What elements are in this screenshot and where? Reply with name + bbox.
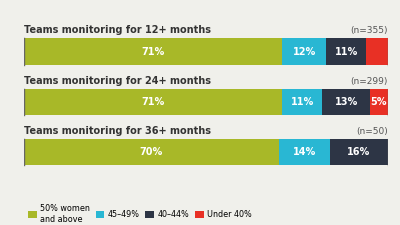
Text: 11%: 11% xyxy=(291,97,314,107)
Bar xyxy=(24,38,282,65)
Text: 13%: 13% xyxy=(334,97,358,107)
Bar xyxy=(370,89,388,115)
Text: 14%: 14% xyxy=(293,147,316,157)
Bar xyxy=(24,89,282,115)
Bar xyxy=(326,38,366,65)
Text: (n=355): (n=355) xyxy=(350,26,388,35)
Bar xyxy=(330,139,388,165)
Text: (n=299): (n=299) xyxy=(351,77,388,86)
Legend: 50% women
and above, 45–49%, 40–44%, Under 40%: 50% women and above, 45–49%, 40–44%, Und… xyxy=(28,204,252,224)
Text: 11%: 11% xyxy=(334,47,358,56)
Bar xyxy=(366,38,388,65)
Text: 70%: 70% xyxy=(140,147,163,157)
Text: 16%: 16% xyxy=(347,147,370,157)
Text: 71%: 71% xyxy=(142,97,165,107)
Text: Teams monitoring for 12+ months: Teams monitoring for 12+ months xyxy=(24,25,211,35)
Bar xyxy=(322,89,370,115)
Bar xyxy=(279,139,330,165)
Text: Teams monitoring for 24+ months: Teams monitoring for 24+ months xyxy=(24,76,211,86)
Text: 71%: 71% xyxy=(142,47,165,56)
Bar xyxy=(282,89,322,115)
Bar xyxy=(282,38,326,65)
Text: Teams monitoring for 36+ months: Teams monitoring for 36+ months xyxy=(24,126,211,136)
Bar xyxy=(24,139,279,165)
Text: 5%: 5% xyxy=(371,97,387,107)
Text: 12%: 12% xyxy=(293,47,316,56)
Text: (n=50): (n=50) xyxy=(356,127,388,136)
